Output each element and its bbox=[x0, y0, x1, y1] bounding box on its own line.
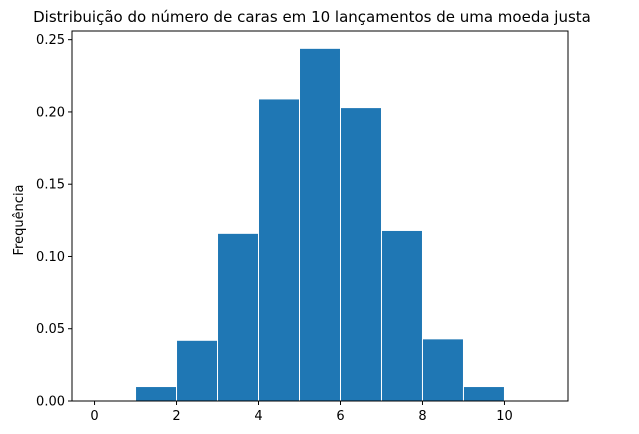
x-tick-label: 0 bbox=[90, 409, 98, 424]
x-tick-label: 4 bbox=[254, 409, 262, 424]
histogram-bar bbox=[135, 386, 178, 402]
histogram-bar bbox=[462, 386, 505, 402]
histogram-bar bbox=[339, 107, 382, 402]
y-axis-label: Frequência bbox=[12, 184, 27, 255]
histogram-bar bbox=[258, 98, 301, 402]
y-tick-label: 0.00 bbox=[36, 395, 65, 410]
histogram-bar bbox=[176, 339, 219, 402]
histogram-bar bbox=[299, 47, 341, 402]
x-tick-label: 8 bbox=[418, 409, 426, 424]
plot-frame bbox=[71, 30, 569, 402]
y-tick-label: 0.25 bbox=[36, 33, 65, 48]
y-tick-label: 0.10 bbox=[36, 250, 65, 265]
y-tick-label: 0.15 bbox=[36, 178, 65, 193]
x-axis-ticks: 0 2 4 6 8 10 bbox=[90, 401, 513, 424]
histogram-bar bbox=[217, 232, 260, 402]
x-tick-label: 10 bbox=[496, 409, 513, 424]
y-tick-label: 0.20 bbox=[36, 105, 65, 120]
histogram-bar bbox=[421, 338, 464, 402]
y-tick-label: 0.05 bbox=[36, 322, 65, 337]
histogram-bar bbox=[380, 229, 423, 402]
bars-group bbox=[135, 47, 505, 402]
chart-title: Distribuição do número de caras em 10 la… bbox=[33, 8, 591, 26]
x-tick-label: 2 bbox=[172, 409, 180, 424]
y-axis-ticks: 0.00 0.05 0.10 0.15 0.20 0.25 bbox=[36, 33, 72, 410]
x-tick-label: 6 bbox=[336, 409, 344, 424]
